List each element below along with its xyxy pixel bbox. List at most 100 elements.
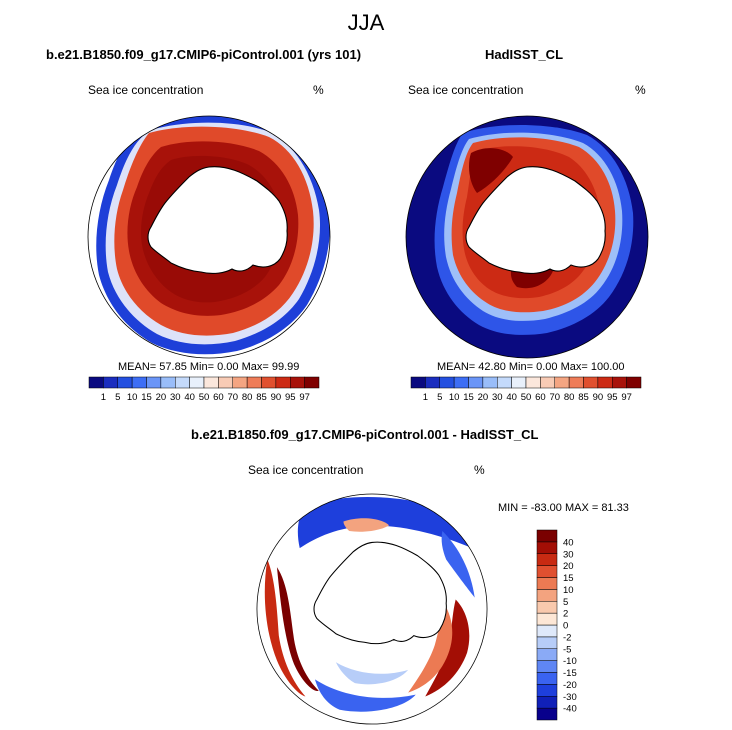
- diff-panel-subtitle: Sea ice concentration: [248, 463, 364, 477]
- diff-colorbar-tick-label: 20: [563, 561, 574, 572]
- diff-colorbar-swatch: [536, 684, 558, 697]
- diff-sea-ice-map: [256, 493, 488, 725]
- diff-colorbar-swatch: [536, 541, 558, 554]
- obs-max-value: 100.00: [590, 361, 625, 373]
- obs-colorbar-swatch: [540, 376, 555, 389]
- diff-colorbar-tick-label: 2: [563, 609, 568, 620]
- diff-colorbar-tick-label: -10: [563, 656, 577, 667]
- model-colorbar-swatch: [218, 376, 233, 389]
- model-colorbar-swatch: [290, 376, 305, 389]
- diff-colorbar-tick-label: -40: [563, 704, 577, 715]
- diff-panel-units: %: [474, 463, 485, 477]
- diff-colorbar-swatch: [536, 636, 558, 649]
- diff-colorbar-tick-label: -2: [563, 632, 571, 643]
- diff-colorbar-swatch: [536, 672, 558, 685]
- obs-panel-subtitle: Sea ice concentration: [408, 83, 524, 97]
- diff-colorbar-swatch: [536, 529, 558, 543]
- obs-colorbar-tick-label: 70: [549, 392, 560, 403]
- diff-colorbar-swatch: [536, 648, 558, 661]
- diff-colorbar-swatch: [536, 577, 558, 590]
- model-colorbar-tick-label: 1: [101, 392, 106, 403]
- obs-colorbar-tick-label: 90: [593, 392, 604, 403]
- model-colorbar-swatch: [261, 376, 277, 389]
- obs-colorbar-tick-label: 60: [535, 392, 546, 403]
- model-min-value: 0.00: [217, 361, 239, 373]
- model-colorbar-tick-label: 90: [271, 392, 282, 403]
- model-panel-title: b.e21.B1850.f09_g17.CMIP6-piControl.001 …: [46, 47, 362, 62]
- obs-colorbar-tick-label: 20: [478, 392, 489, 403]
- obs-sea-ice-map: [405, 115, 649, 359]
- model-colorbar: 1 5 10 15 20 30 40 50 60 70 80 85 90 95 97: [88, 376, 320, 403]
- model-colorbar-tick-label: 95: [285, 392, 296, 403]
- model-colorbar-swatch: [88, 376, 104, 389]
- diff-colorbar-swatch: [536, 553, 558, 566]
- model-colorbar-tick-label: 40: [184, 392, 195, 403]
- obs-colorbar-tick-label: 5: [437, 392, 442, 403]
- obs-stats: MEAN= 42.80 Min= 0.00 Max= 100.00: [437, 361, 625, 373]
- diff-colorbar-swatch: [536, 696, 558, 709]
- model-panel-subtitle: Sea ice concentration: [88, 83, 204, 97]
- obs-colorbar-swatch: [626, 376, 642, 389]
- obs-colorbar-swatch: [554, 376, 570, 389]
- model-colorbar-swatch: [275, 376, 291, 389]
- diff-colorbar-swatch: [536, 565, 558, 578]
- diff-colorbar-tick-label: 40: [563, 537, 574, 548]
- diff-colorbar-swatch: [536, 624, 558, 638]
- obs-min-value: 0.00: [536, 361, 558, 373]
- obs-colorbar: 1 5 10 15 20 30 40 50 60 70 80 85 90 95 97: [410, 376, 642, 403]
- model-colorbar-tick-label: 5: [115, 392, 120, 403]
- diff-colorbar-swatch: [536, 601, 558, 614]
- obs-colorbar-swatch: [468, 376, 484, 389]
- obs-max-label: Max=: [560, 361, 588, 373]
- obs-colorbar-tick-label: 95: [607, 392, 618, 403]
- model-max-label: Max=: [241, 361, 269, 373]
- model-colorbar-tick-label: 60: [213, 392, 224, 403]
- diff-colorbar-tick-label: -15: [563, 668, 577, 679]
- diff-colorbar-tick-label: 30: [563, 549, 574, 560]
- obs-colorbar-swatch: [612, 376, 627, 389]
- obs-colorbar-tick-label: 10: [449, 392, 460, 403]
- diff-colorbar-tick-label: 5: [563, 597, 568, 608]
- diff-colorbar-tick-label: 15: [563, 573, 574, 584]
- model-colorbar-tick-label: 30: [170, 392, 181, 403]
- diff-colorbar-tick-label: -30: [563, 692, 577, 703]
- obs-colorbar-tick-label: 80: [564, 392, 575, 403]
- model-colorbar-tick-label: 70: [227, 392, 238, 403]
- obs-colorbar-tick-label: 30: [492, 392, 503, 403]
- diff-minmax: MIN = -83.00 MAX = 81.33: [498, 502, 629, 514]
- model-colorbar-tick-label: 97: [299, 392, 310, 403]
- obs-colorbar-swatch: [425, 376, 440, 389]
- obs-colorbar-swatch: [597, 376, 613, 389]
- diff-colorbar-tick-label: -20: [563, 680, 577, 691]
- diff-colorbar-tick-label: 0: [563, 621, 568, 632]
- model-colorbar-swatch: [189, 376, 205, 389]
- model-colorbar-tick-label: 50: [199, 392, 210, 403]
- model-mean-label: MEAN=: [118, 361, 157, 373]
- obs-colorbar-swatch: [497, 376, 512, 389]
- model-panel-units: %: [313, 83, 324, 97]
- diff-colorbar-swatch: [536, 612, 558, 626]
- model-colorbar-swatch: [246, 376, 262, 389]
- obs-colorbar-tick-label: 85: [578, 392, 589, 403]
- obs-colorbar-swatch: [439, 376, 455, 389]
- obs-colorbar-swatch: [453, 376, 469, 389]
- model-colorbar-swatch: [103, 376, 118, 389]
- obs-colorbar-swatch: [511, 376, 527, 389]
- obs-colorbar-tick-label: 97: [621, 392, 632, 403]
- model-colorbar-tick-label: 15: [141, 392, 152, 403]
- obs-panel-units: %: [635, 83, 646, 97]
- obs-mean-value: 42.80: [478, 361, 506, 373]
- obs-min-label: Min=: [508, 361, 534, 373]
- obs-colorbar-swatch: [482, 376, 498, 389]
- obs-colorbar-swatch: [410, 376, 426, 389]
- obs-panel-title: HadISST_CL: [485, 47, 564, 62]
- diff-colorbar-swatch: [536, 707, 558, 721]
- diff-colorbar-swatch: [536, 660, 558, 673]
- model-sea-ice-map: [87, 115, 331, 359]
- obs-colorbar-tick-label: 15: [463, 392, 474, 403]
- model-max-value: 99.99: [271, 361, 300, 373]
- model-colorbar-tick-label: 20: [156, 392, 167, 403]
- model-colorbar-tick-label: 85: [256, 392, 267, 403]
- model-colorbar-swatch: [117, 376, 133, 389]
